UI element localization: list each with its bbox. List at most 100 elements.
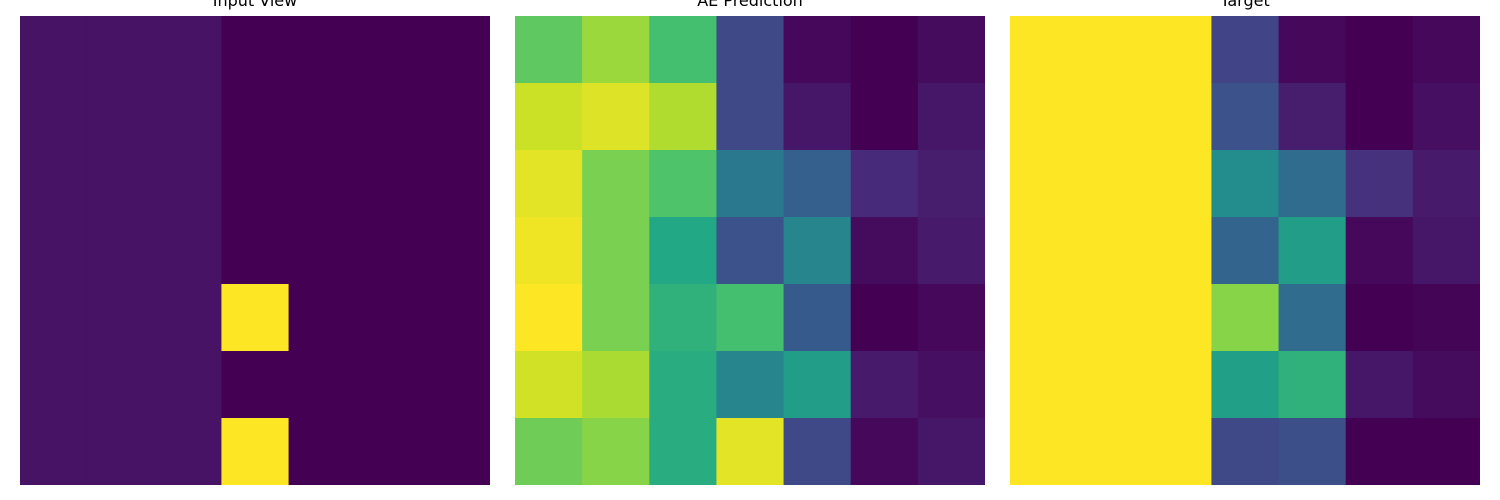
heatmap-cell-r1-c1 bbox=[582, 83, 650, 151]
heatmap-cell-r1-c1 bbox=[1077, 83, 1145, 151]
heatmap-cell-r4-c1 bbox=[582, 284, 650, 352]
heatmap-cell-r2-c2 bbox=[649, 150, 718, 218]
heatmap-svg bbox=[1010, 16, 1480, 485]
heatmap-cell-r6-c2 bbox=[154, 418, 223, 485]
heatmap-cell-r6-c5 bbox=[1345, 418, 1414, 485]
heatmap-cell-r5-c3 bbox=[1211, 351, 1280, 419]
heatmap-cell-r3-c1 bbox=[1077, 217, 1145, 285]
heatmap-cell-r5-c0 bbox=[1010, 351, 1078, 419]
heatmap-cell-r5-c5 bbox=[355, 351, 424, 419]
heatmap-cell-r0-c4 bbox=[783, 16, 852, 84]
heatmap-cell-r3-c4 bbox=[1278, 217, 1347, 285]
heatmap-cell-r0-c2 bbox=[154, 16, 223, 84]
heatmap-cell-r5-c6 bbox=[422, 351, 490, 419]
heatmap-cell-r0-c3 bbox=[716, 16, 785, 84]
heatmap-cell-r0-c1 bbox=[1077, 16, 1145, 84]
heatmap-cell-r1-c5 bbox=[1345, 83, 1414, 151]
heatmap-cell-r0-c1 bbox=[582, 16, 650, 84]
heatmap-cell-r5-c6 bbox=[917, 351, 985, 419]
heatmap-cell-r0-c0 bbox=[515, 16, 583, 84]
heatmap-cell-r2-c2 bbox=[1144, 150, 1213, 218]
heatmap-cell-r2-c1 bbox=[1077, 150, 1145, 218]
heatmap-cell-r3-c6 bbox=[1412, 217, 1480, 285]
heatmap-cell-r3-c3 bbox=[1211, 217, 1280, 285]
heatmap-cell-r4-c5 bbox=[1345, 284, 1414, 352]
heatmap-cell-r3-c1 bbox=[582, 217, 650, 285]
heatmap-cell-r6-c6 bbox=[422, 418, 490, 485]
heatmap-cell-r5-c5 bbox=[850, 351, 919, 419]
heatmap-cell-r4-c2 bbox=[1144, 284, 1213, 352]
heatmap-svg bbox=[515, 16, 985, 485]
heatmap-cell-r4-c3 bbox=[716, 284, 785, 352]
heatmap-cell-r2-c0 bbox=[515, 150, 583, 218]
heatmap-cell-r0-c5 bbox=[1345, 16, 1414, 84]
heatmap-cell-r6-c1 bbox=[582, 418, 650, 485]
heatmap-cell-r4-c4 bbox=[783, 284, 852, 352]
heatmap-cell-r3-c5 bbox=[850, 217, 919, 285]
heatmap-target bbox=[1010, 16, 1480, 485]
heatmap-cell-r5-c3 bbox=[221, 351, 290, 419]
panel-title: Input View bbox=[212, 0, 298, 10]
heatmap-cell-r6-c0 bbox=[515, 418, 583, 485]
heatmap-cell-r2-c5 bbox=[355, 150, 424, 218]
heatmap-input-view bbox=[20, 16, 490, 485]
heatmap-cell-r0-c0 bbox=[20, 16, 88, 84]
heatmap-cell-r3-c3 bbox=[221, 217, 290, 285]
heatmap-cell-r4-c5 bbox=[355, 284, 424, 352]
heatmap-cell-r1-c6 bbox=[1412, 83, 1480, 151]
heatmap-cell-r5-c5 bbox=[1345, 351, 1414, 419]
heatmap-cell-r4-c1 bbox=[1077, 284, 1145, 352]
heatmap-cell-r0-c1 bbox=[87, 16, 155, 84]
heatmap-cell-r0-c5 bbox=[355, 16, 424, 84]
heatmap-cell-r4-c4 bbox=[1278, 284, 1347, 352]
heatmap-cell-r5-c6 bbox=[1412, 351, 1480, 419]
heatmap-cell-r5-c0 bbox=[515, 351, 583, 419]
heatmap-cell-r0-c3 bbox=[1211, 16, 1280, 84]
heatmap-cell-r6-c0 bbox=[1010, 418, 1078, 485]
heatmap-cell-r2-c1 bbox=[582, 150, 650, 218]
heatmap-cell-r5-c2 bbox=[154, 351, 223, 419]
heatmap-cell-r2-c3 bbox=[1211, 150, 1280, 218]
heatmap-cell-r2-c6 bbox=[1412, 150, 1480, 218]
heatmap-cell-r1-c0 bbox=[1010, 83, 1078, 151]
heatmap-cell-r4-c6 bbox=[422, 284, 490, 352]
heatmap-cell-r6-c5 bbox=[850, 418, 919, 485]
panel-title: AE Prediction bbox=[697, 0, 803, 10]
heatmap-cell-r1-c3 bbox=[1211, 83, 1280, 151]
heatmap-cell-r2-c6 bbox=[422, 150, 490, 218]
heatmap-cell-r3-c0 bbox=[20, 217, 88, 285]
heatmap-cell-r5-c2 bbox=[1144, 351, 1213, 419]
heatmap-cell-r2-c2 bbox=[154, 150, 223, 218]
heatmap-cell-r2-c5 bbox=[850, 150, 919, 218]
heatmap-cell-r2-c4 bbox=[783, 150, 852, 218]
heatmap-cell-r3-c5 bbox=[1345, 217, 1414, 285]
heatmap-cell-r0-c0 bbox=[1010, 16, 1078, 84]
heatmap-cell-r3-c2 bbox=[649, 217, 718, 285]
heatmap-cell-r3-c4 bbox=[783, 217, 852, 285]
heatmap-cell-r2-c6 bbox=[917, 150, 985, 218]
heatmap-cell-r1-c6 bbox=[422, 83, 490, 151]
heatmap-ae-prediction bbox=[515, 16, 985, 485]
panel-title: Target bbox=[1220, 0, 1270, 10]
heatmap-cell-r6-c3 bbox=[716, 418, 785, 485]
heatmap-cell-r0-c6 bbox=[917, 16, 985, 84]
heatmap-cell-r2-c1 bbox=[87, 150, 155, 218]
heatmap-cell-r2-c3 bbox=[716, 150, 785, 218]
heatmap-cell-r0-c4 bbox=[288, 16, 357, 84]
heatmap-cell-r2-c4 bbox=[288, 150, 357, 218]
heatmap-cell-r1-c3 bbox=[716, 83, 785, 151]
heatmap-cell-r6-c0 bbox=[20, 418, 88, 485]
heatmap-cell-r2-c3 bbox=[221, 150, 290, 218]
heatmap-cell-r4-c5 bbox=[850, 284, 919, 352]
heatmap-cell-r1-c0 bbox=[20, 83, 88, 151]
heatmap-cell-r3-c1 bbox=[87, 217, 155, 285]
heatmap-cell-r6-c4 bbox=[783, 418, 852, 485]
heatmap-cell-r4-c6 bbox=[917, 284, 985, 352]
heatmap-cell-r2-c4 bbox=[1278, 150, 1347, 218]
heatmap-cell-r5-c1 bbox=[87, 351, 155, 419]
heatmap-cell-r1-c1 bbox=[87, 83, 155, 151]
heatmap-cell-r6-c6 bbox=[917, 418, 985, 485]
heatmap-cell-r1-c5 bbox=[850, 83, 919, 151]
heatmap-cell-r4-c0 bbox=[20, 284, 88, 352]
heatmap-cell-r5-c1 bbox=[1077, 351, 1145, 419]
